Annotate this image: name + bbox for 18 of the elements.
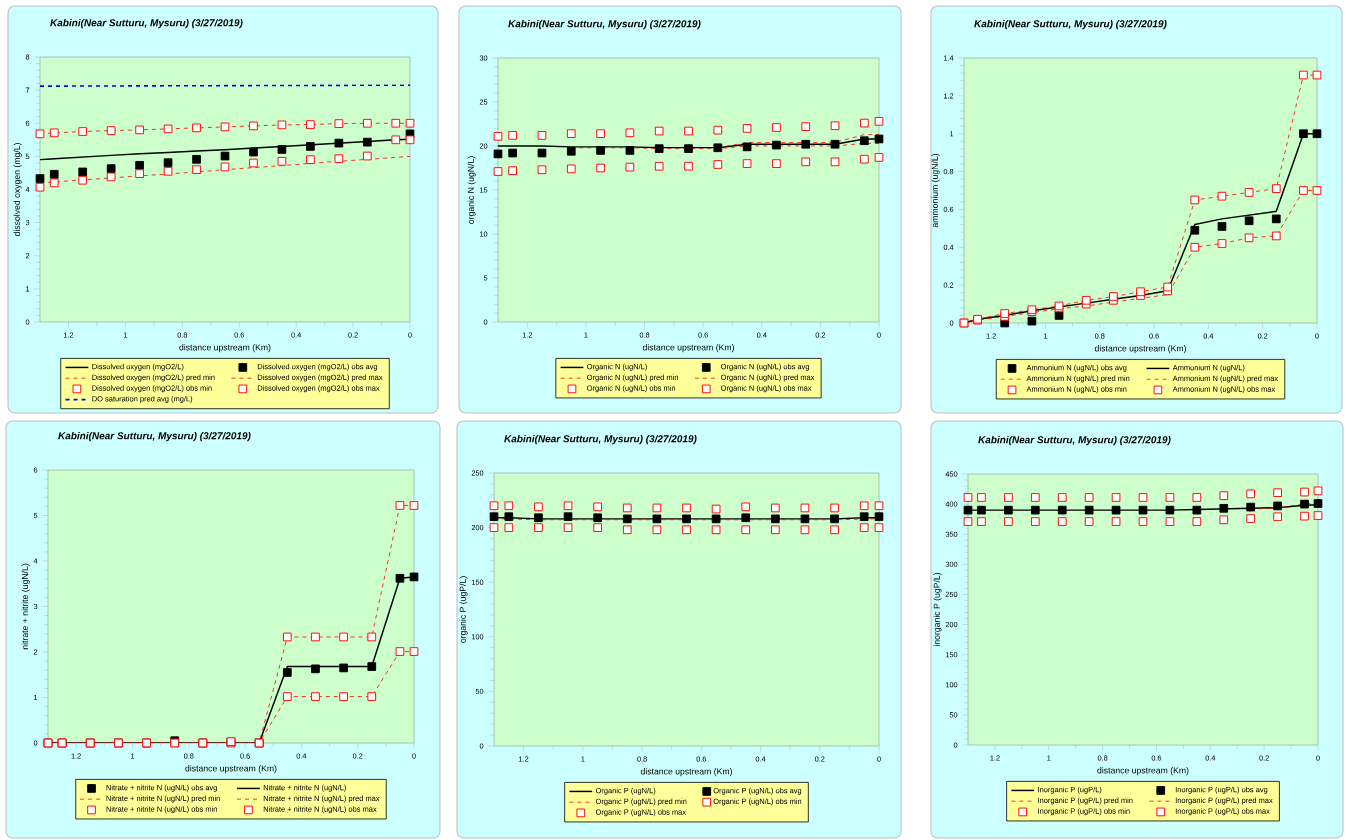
y-axis-title: dissolved oxygen (mg/L) — [13, 143, 22, 237]
chart-title: Kabini(Near Sutturu, Mysuru) (3/27/2019) — [508, 19, 701, 30]
x-axis-title: distance upstream (Km) — [179, 344, 271, 353]
x-axis-title: distance upstream (Km) — [1094, 345, 1186, 354]
chart-title: Kabini(Near Sutturu, Mysuru) (3/27/2019) — [58, 431, 251, 442]
x-axis-title: distance upstream (Km) — [1097, 767, 1189, 776]
chart-title: Kabini(Near Sutturu, Mysuru) (3/27/2019) — [50, 18, 243, 29]
x-axis-title: distance upstream (Km) — [642, 344, 734, 353]
x-axis-title: distance upstream (Km) — [640, 768, 732, 777]
chart-title: Kabini(Near Sutturu, Mysuru) (3/27/2019) — [978, 435, 1171, 446]
y-axis-title: inorganic P (ugP/L) — [933, 572, 942, 647]
chart-title: Kabini(Near Sutturu, Mysuru) (3/27/2019) — [504, 434, 697, 445]
y-axis-title: organic P (ugP/L) — [459, 576, 468, 643]
y-axis-title: organic N (ugN/L) — [467, 156, 476, 224]
y-axis-title: ammonium (ugN/L) — [931, 153, 940, 228]
chart-title: Kabini(Near Sutturu, Mysuru) (3/27/2019) — [974, 19, 1167, 30]
x-axis-title: distance upstream (Km) — [185, 765, 277, 774]
y-axis-title: nitrate + nitrite (ugN/L) — [21, 563, 30, 650]
